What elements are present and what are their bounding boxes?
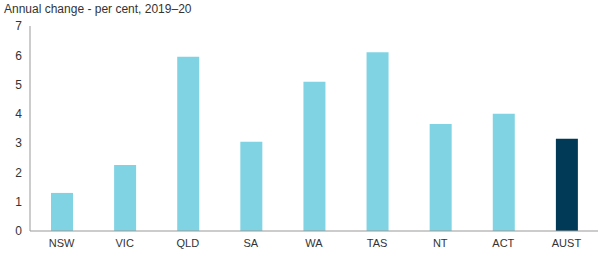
svg-text:4: 4 (15, 107, 22, 121)
svg-text:WA: WA (305, 237, 323, 249)
svg-text:NSW: NSW (49, 237, 75, 249)
svg-text:AUST: AUST (552, 237, 582, 249)
svg-text:SA: SA (244, 237, 259, 249)
svg-text:1: 1 (15, 195, 22, 209)
svg-text:5: 5 (15, 78, 22, 92)
html-text:Annual change - per cent, 2019: Annual change - per cent, 2019–20 (4, 2, 192, 16)
svg-text:VIC: VIC (115, 237, 133, 249)
svg-text:3: 3 (15, 136, 22, 150)
svg-text:QLD: QLD (176, 237, 199, 249)
svg-text:0: 0 (15, 224, 22, 238)
svg-text:6: 6 (15, 49, 22, 63)
svg-text:ACT: ACT (492, 237, 514, 249)
svg-text:7: 7 (15, 19, 22, 33)
svg-text:TAS: TAS (367, 237, 388, 249)
svg-text:NT: NT (433, 237, 448, 249)
svg-text:2: 2 (15, 166, 22, 180)
